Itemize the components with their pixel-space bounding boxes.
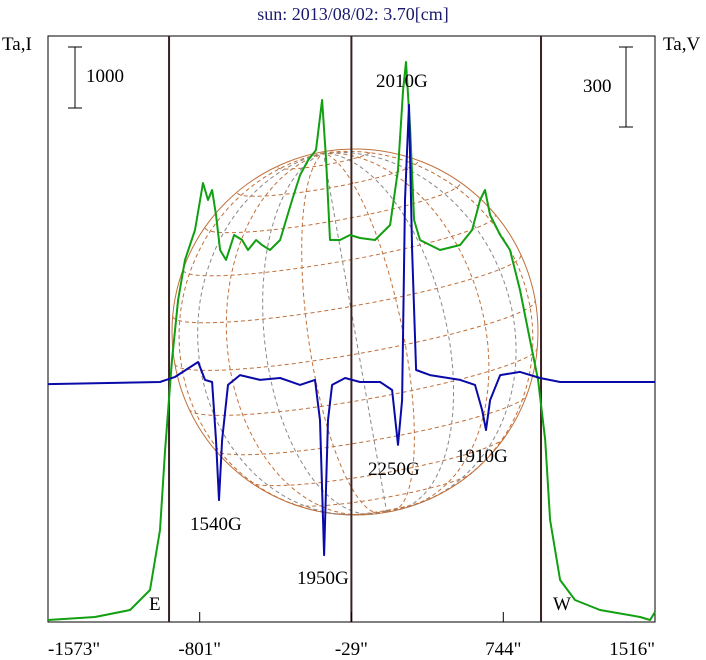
latitude-line — [204, 182, 461, 234]
annotation-1540G: 1540G — [190, 514, 242, 535]
annotation-1950G: 1950G — [297, 568, 349, 589]
longitude-line — [178, 152, 387, 516]
limb-label-east: E — [149, 594, 161, 615]
y-label-left: Ta,I — [2, 34, 32, 55]
longitude-line — [225, 152, 387, 516]
scale-bar-left — [68, 46, 82, 109]
solar-disk-grid — [171, 148, 539, 516]
heliographic-grid — [172, 150, 538, 516]
longitude-line — [323, 150, 534, 512]
longitude-line — [322, 152, 388, 513]
x-tick-label: 744" — [485, 639, 521, 660]
x-tick-label: 1516" — [609, 639, 655, 660]
scale-bar-right-label: 300 — [583, 76, 612, 97]
annotation-2010G: 2010G — [376, 71, 428, 92]
annotation-1910G: 1910G — [456, 446, 508, 467]
scale-bar-left-label: 1000 — [86, 66, 124, 87]
x-tick-label: -801" — [178, 639, 221, 660]
series-V-line — [47, 103, 655, 557]
longitude-line — [323, 152, 415, 512]
longitude-line — [323, 151, 517, 512]
limb-label-west: W — [553, 594, 571, 615]
y-label-right: Ta,V — [663, 34, 700, 55]
limb-lines — [168, 36, 543, 622]
annotation-2250G: 2250G — [368, 459, 420, 480]
scale-bar-right — [619, 46, 633, 128]
longitude-line — [262, 152, 387, 515]
chart-title: sun: 2013/08/02: 3.70[cm] — [257, 4, 449, 24]
x-tick-label: -1573" — [48, 639, 100, 660]
longitude-line — [301, 152, 387, 514]
longitude-line — [323, 152, 455, 512]
series-I-line — [47, 61, 656, 621]
latitude-line — [338, 496, 433, 516]
x-tick-label: -29" — [335, 639, 368, 660]
